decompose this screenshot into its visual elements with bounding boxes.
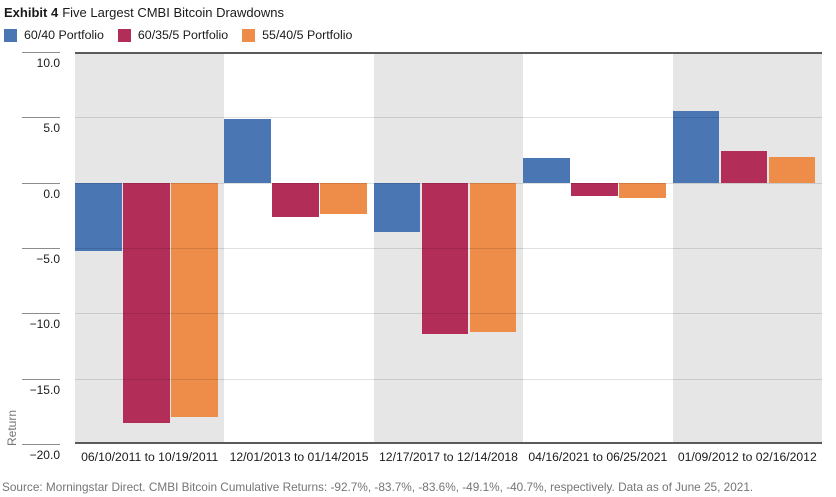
- legend-swatch-icon: [117, 28, 131, 42]
- plot-area: [75, 52, 822, 444]
- source-note: Source: Morningstar Direct. CMBI Bitcoin…: [2, 480, 754, 494]
- y-tick: [22, 378, 60, 380]
- y-tick-label: −15.0: [29, 382, 60, 397]
- gridline: [75, 378, 822, 380]
- y-tick-label: 10.0: [36, 56, 60, 70]
- bar-60-40-portfolio-group-2: [224, 118, 271, 183]
- y-tick-label: −5.0: [36, 252, 60, 266]
- bar-60-35-5-portfolio-group-2: [272, 182, 319, 217]
- legend-label: 60/40 Portfolio: [24, 28, 104, 42]
- chart-legend: 60/40 Portfolio 60/35/5 Portfolio 55/40/5 …: [4, 28, 352, 42]
- bar-55-40-5-portfolio-group-1: [171, 182, 218, 417]
- exhibit-name: Five Largest CMBI Bitcoin Drawdowns: [62, 5, 284, 20]
- gridline: [75, 248, 822, 249]
- y-axis-title: Return: [5, 409, 19, 446]
- y-tick: [22, 313, 60, 315]
- category-band: [523, 52, 673, 444]
- y-tick-label: −20.0: [29, 448, 60, 462]
- x-category-label: 06/10/2011 to 10/19/2011: [81, 450, 219, 464]
- x-category-label: 01/09/2012 to 02/16/2012: [677, 450, 817, 464]
- bar-60-35-5-portfolio-group-3: [421, 182, 469, 335]
- gridline: [75, 117, 822, 119]
- x-category-label: 12/01/2013 to 01/14/2015: [229, 450, 369, 464]
- bar-60-40-portfolio-group-3: [373, 182, 421, 233]
- y-tick-label: 5.0: [43, 121, 60, 136]
- y-tick: [22, 52, 60, 53]
- legend-item: 55/40/5 Portfolio: [242, 28, 352, 42]
- x-category-label: 12/17/2017 to 12/14/2018: [379, 450, 518, 464]
- legend-item: 60/40 Portfolio: [4, 28, 104, 42]
- category-band: [224, 52, 374, 444]
- y-tick: [22, 182, 60, 184]
- bar-55-40-5-portfolio-group-3: [469, 182, 517, 332]
- legend-label: 60/35/5 Portfolio: [137, 28, 229, 42]
- y-tick-label: 0.0: [43, 186, 60, 201]
- y-tick-label: −10.0: [29, 317, 60, 332]
- y-tick: [22, 444, 60, 445]
- y-tick: [22, 117, 60, 119]
- bar-55-40-5-portfolio-group-4: [619, 182, 666, 199]
- gridline: [75, 313, 822, 315]
- bar-60-35-5-portfolio-group-4: [571, 182, 618, 196]
- bar-60-40-portfolio-group-4: [523, 157, 570, 183]
- legend-swatch-icon: [4, 28, 17, 42]
- exhibit-number: Exhibit 4: [4, 5, 59, 20]
- x-category-label: 04/16/2021 to 06/25/2021: [528, 450, 668, 464]
- y-tick: [22, 248, 60, 249]
- bar-55-40-5-portfolio-group-2: [320, 182, 367, 215]
- plot-top-border: [75, 52, 822, 54]
- bar-60-35-5-portfolio-group-5: [720, 151, 768, 183]
- gridline: [75, 182, 822, 184]
- bar-60-40-portfolio-group-5: [672, 110, 720, 183]
- legend-swatch-icon: [242, 28, 256, 42]
- bar-60-40-portfolio-group-1: [75, 182, 122, 251]
- exhibit-title: Exhibit 4 Five Largest CMBI Bitcoin Drawd…: [4, 5, 284, 20]
- bar-55-40-5-portfolio-group-5: [768, 156, 816, 183]
- plot-bottom-border: [75, 442, 822, 444]
- legend-label: 55/40/5 Portfolio: [262, 28, 353, 42]
- legend-item: 60/35/5 Portfolio: [117, 28, 229, 42]
- bar-60-35-5-portfolio-group-1: [123, 182, 170, 424]
